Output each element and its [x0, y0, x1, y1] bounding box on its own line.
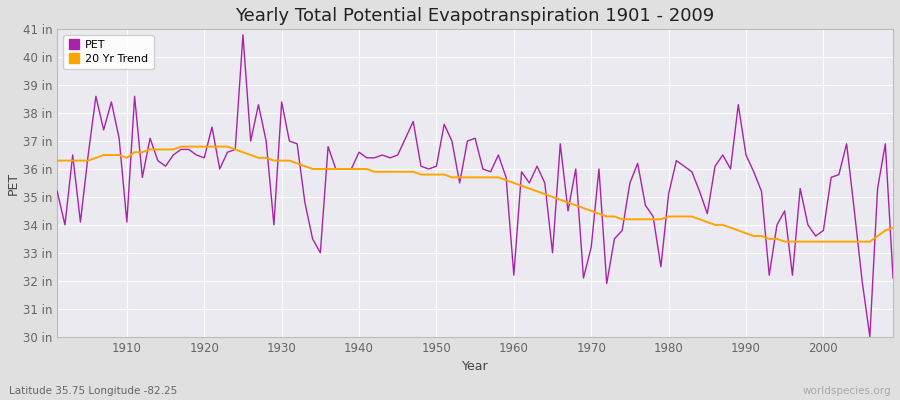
- Text: Latitude 35.75 Longitude -82.25: Latitude 35.75 Longitude -82.25: [9, 386, 177, 396]
- Title: Yearly Total Potential Evapotranspiration 1901 - 2009: Yearly Total Potential Evapotranspiratio…: [236, 7, 715, 25]
- X-axis label: Year: Year: [462, 360, 489, 373]
- Y-axis label: PET: PET: [7, 171, 20, 194]
- Legend: PET, 20 Yr Trend: PET, 20 Yr Trend: [63, 35, 154, 69]
- Text: worldspecies.org: worldspecies.org: [803, 386, 891, 396]
